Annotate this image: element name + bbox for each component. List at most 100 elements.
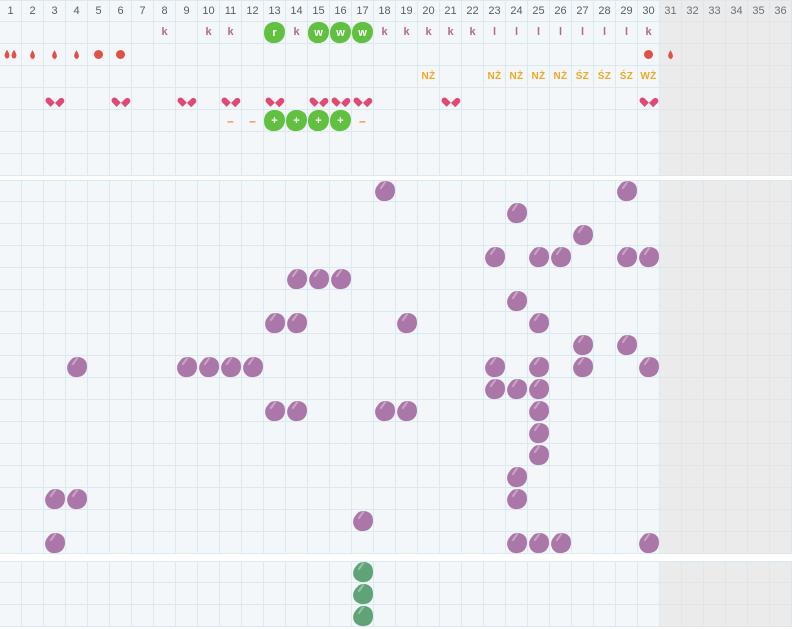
temp-row-10-c18[interactable] (374, 378, 396, 400)
temp-row-8-c2[interactable] (22, 334, 44, 356)
temp-row-17-c5[interactable] (88, 532, 110, 554)
temp-row-16-c10[interactable] (198, 510, 220, 532)
temp-row-15-c20[interactable] (418, 488, 440, 510)
empty-row-a-c22[interactable] (462, 132, 484, 154)
temp-row-9-c18[interactable] (374, 356, 396, 378)
letter-code-row-c26[interactable]: l (550, 22, 572, 44)
empty-row-a-c5[interactable] (88, 132, 110, 154)
temp-row-4-c17[interactable] (352, 246, 374, 268)
temp-row-2-c15[interactable] (308, 202, 330, 224)
temp-row-14-c4[interactable] (66, 466, 88, 488)
temp-row-6-c29[interactable] (616, 290, 638, 312)
mucus-row-1-c33[interactable] (704, 561, 726, 583)
temp-row-5-c3[interactable] (44, 268, 66, 290)
test-result-row-c23[interactable] (484, 110, 506, 132)
column-header-28[interactable]: 28 (594, 0, 616, 22)
temp-row-3-c11[interactable] (220, 224, 242, 246)
temp-row-4-c1[interactable] (0, 246, 22, 268)
empty-row-b-c29[interactable] (616, 154, 638, 176)
temp-row-6-c20[interactable] (418, 290, 440, 312)
empty-row-a-c18[interactable] (374, 132, 396, 154)
bleeding-row-c36[interactable] (770, 44, 792, 66)
temp-row-6-c17[interactable] (352, 290, 374, 312)
temp-row-5-c15[interactable] (308, 268, 330, 290)
temp-row-4-c16[interactable] (330, 246, 352, 268)
letter-code-row-c33[interactable] (704, 22, 726, 44)
letter-code-row-c18[interactable]: k (374, 22, 396, 44)
intercourse-row-c7[interactable] (132, 88, 154, 110)
temp-row-13-c18[interactable] (374, 444, 396, 466)
temp-row-6-c22[interactable] (462, 290, 484, 312)
temp-row-8-c26[interactable] (550, 334, 572, 356)
test-result-row-c2[interactable] (22, 110, 44, 132)
temp-row-1-c19[interactable] (396, 180, 418, 202)
temp-row-7-c10[interactable] (198, 312, 220, 334)
temp-row-15-c11[interactable] (220, 488, 242, 510)
temp-row-12-c28[interactable] (594, 422, 616, 444)
column-header-19[interactable]: 19 (396, 0, 418, 22)
mucus-row-3-c25[interactable] (528, 605, 550, 627)
column-header-34[interactable]: 34 (726, 0, 748, 22)
abbreviation-row-c30[interactable]: WŻ (638, 66, 660, 88)
temp-row-15-c14[interactable] (286, 488, 308, 510)
temp-row-7-c30[interactable] (638, 312, 660, 334)
bleeding-row-c17[interactable] (352, 44, 374, 66)
intercourse-row-c26[interactable] (550, 88, 572, 110)
temp-row-1-c5[interactable] (88, 180, 110, 202)
temp-row-15-c31[interactable] (660, 488, 682, 510)
temp-row-1-c25[interactable] (528, 180, 550, 202)
temp-row-16-c13[interactable] (264, 510, 286, 532)
empty-row-b-c36[interactable] (770, 154, 792, 176)
temp-row-12-c7[interactable] (132, 422, 154, 444)
intercourse-row-c11[interactable] (220, 88, 242, 110)
temp-row-17-c10[interactable] (198, 532, 220, 554)
intercourse-row-c29[interactable] (616, 88, 638, 110)
mucus-row-1-c12[interactable] (242, 561, 264, 583)
temp-row-15-c3[interactable] (44, 488, 66, 510)
empty-row-b-c14[interactable] (286, 154, 308, 176)
temp-row-13-c34[interactable] (726, 444, 748, 466)
test-result-row-c1[interactable] (0, 110, 22, 132)
mucus-row-2-c3[interactable] (44, 583, 66, 605)
temp-row-11-c18[interactable] (374, 400, 396, 422)
mucus-row-3-c19[interactable] (396, 605, 418, 627)
temp-row-10-c26[interactable] (550, 378, 572, 400)
empty-row-b-c33[interactable] (704, 154, 726, 176)
temp-row-4-c15[interactable] (308, 246, 330, 268)
temp-row-15-c30[interactable] (638, 488, 660, 510)
temp-row-4-c3[interactable] (44, 246, 66, 268)
temp-row-2-c18[interactable] (374, 202, 396, 224)
mucus-row-1-c28[interactable] (594, 561, 616, 583)
temp-row-4-c10[interactable] (198, 246, 220, 268)
letter-code-row-c27[interactable]: l (572, 22, 594, 44)
abbreviation-row-c17[interactable] (352, 66, 374, 88)
temp-row-14-c30[interactable] (638, 466, 660, 488)
temp-row-10-c14[interactable] (286, 378, 308, 400)
temp-row-8-c16[interactable] (330, 334, 352, 356)
temp-row-16-c30[interactable] (638, 510, 660, 532)
temp-row-7-c7[interactable] (132, 312, 154, 334)
mucus-row-2-c24[interactable] (506, 583, 528, 605)
temp-row-11-c13[interactable] (264, 400, 286, 422)
bleeding-row-c32[interactable] (682, 44, 704, 66)
bleeding-row-c23[interactable] (484, 44, 506, 66)
temp-row-9-c35[interactable] (748, 356, 770, 378)
mucus-row-3-c2[interactable] (22, 605, 44, 627)
letter-code-row-c28[interactable]: l (594, 22, 616, 44)
temp-row-15-c8[interactable] (154, 488, 176, 510)
temp-row-17-c11[interactable] (220, 532, 242, 554)
temp-row-15-c36[interactable] (770, 488, 792, 510)
letter-code-row-c34[interactable] (726, 22, 748, 44)
temp-row-3-c24[interactable] (506, 224, 528, 246)
temp-row-16-c16[interactable] (330, 510, 352, 532)
empty-row-a-c7[interactable] (132, 132, 154, 154)
temp-row-8-c20[interactable] (418, 334, 440, 356)
mucus-row-1-c13[interactable] (264, 561, 286, 583)
temp-row-11-c28[interactable] (594, 400, 616, 422)
mucus-row-1-c34[interactable] (726, 561, 748, 583)
temp-row-8-c30[interactable] (638, 334, 660, 356)
empty-row-a-c9[interactable] (176, 132, 198, 154)
column-header-15[interactable]: 15 (308, 0, 330, 22)
temp-row-2-c13[interactable] (264, 202, 286, 224)
temp-row-3-c21[interactable] (440, 224, 462, 246)
